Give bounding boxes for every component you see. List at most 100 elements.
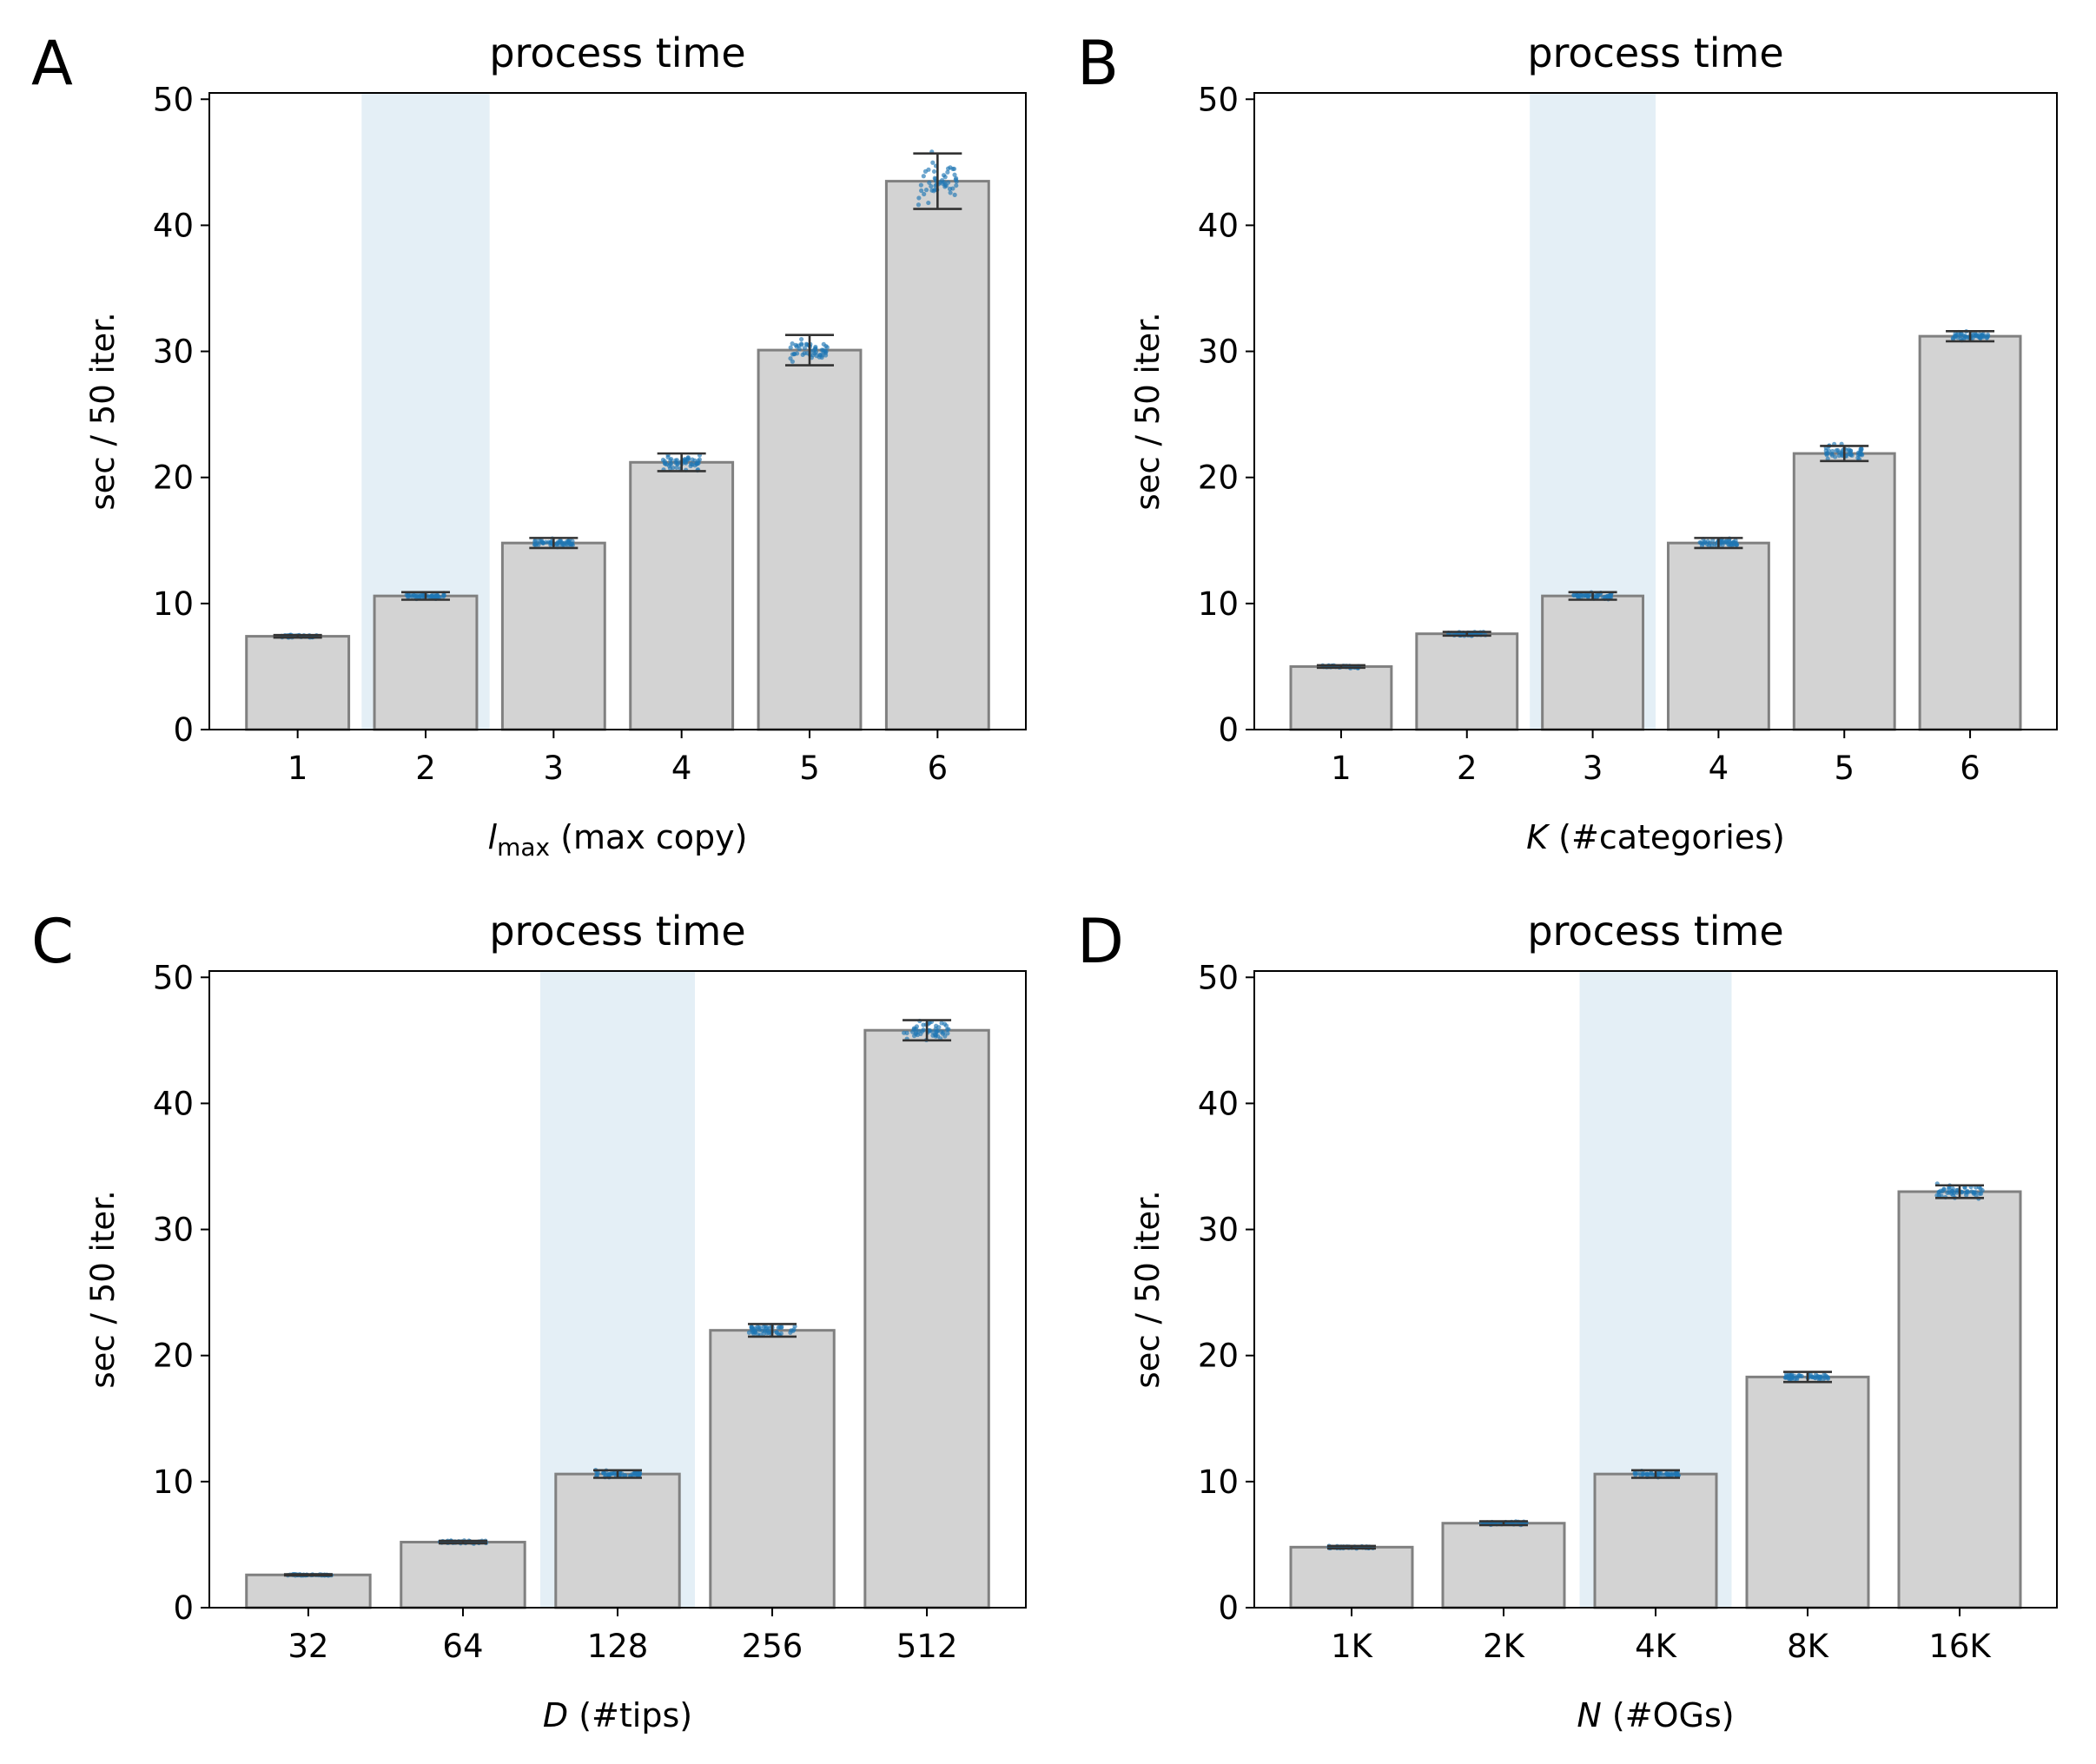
data-point bbox=[1833, 454, 1838, 459]
chart-title: process time bbox=[1527, 908, 1783, 955]
bar-128 bbox=[554, 1472, 681, 1609]
data-point bbox=[927, 180, 932, 185]
data-point bbox=[954, 182, 959, 188]
x-axis-label: K (#categories) bbox=[1526, 818, 1785, 856]
x-tick-label: 3 bbox=[544, 750, 565, 787]
data-point bbox=[1585, 595, 1591, 600]
data-point bbox=[945, 169, 950, 175]
data-point bbox=[1706, 543, 1712, 548]
x-tick-label: 6 bbox=[928, 750, 949, 787]
bar-1 bbox=[245, 635, 351, 731]
x-tick-label: 2 bbox=[1457, 750, 1478, 787]
panel-letter: B bbox=[1077, 28, 1119, 99]
data-point bbox=[1954, 334, 1959, 339]
panel-letter: A bbox=[31, 28, 73, 99]
data-point bbox=[1608, 594, 1613, 600]
data-point bbox=[790, 341, 795, 347]
data-point bbox=[823, 353, 829, 358]
errorbar-2 bbox=[400, 591, 450, 601]
data-point bbox=[952, 192, 957, 197]
bar-5 bbox=[757, 348, 863, 731]
data-point bbox=[1977, 334, 1982, 340]
data-point bbox=[1860, 453, 1865, 458]
x-axis-label-variable: K bbox=[1526, 818, 1551, 856]
data-point bbox=[760, 1328, 765, 1334]
data-point bbox=[695, 461, 700, 466]
data-point bbox=[1663, 1470, 1670, 1477]
bar-32 bbox=[245, 1573, 372, 1609]
data-point bbox=[1574, 592, 1580, 598]
y-tick-label: 40 bbox=[153, 1085, 194, 1122]
x-tick-label: 64 bbox=[442, 1628, 483, 1665]
x-axis-label: N (#OGs) bbox=[1577, 1696, 1734, 1734]
x-axis-label-variable: N bbox=[1577, 1696, 1601, 1734]
panel-letter: D bbox=[1077, 906, 1124, 977]
data-point bbox=[916, 202, 922, 208]
data-point bbox=[1644, 1471, 1650, 1477]
data-point bbox=[606, 1472, 612, 1477]
errorbar-1 bbox=[1316, 664, 1365, 670]
data-point bbox=[802, 346, 808, 351]
data-point bbox=[751, 1331, 757, 1337]
errorbar-256 bbox=[748, 1323, 797, 1338]
x-axis-label-rest: (max copy) bbox=[550, 818, 747, 856]
data-point bbox=[954, 179, 959, 184]
x-axis-label: D (#tips) bbox=[543, 1696, 692, 1734]
data-point bbox=[1817, 1375, 1822, 1380]
y-tick-label: 20 bbox=[153, 1338, 194, 1375]
data-point bbox=[950, 166, 955, 172]
bar-16K bbox=[1897, 1190, 2022, 1609]
bar-4 bbox=[1666, 541, 1770, 731]
bar-6 bbox=[884, 180, 990, 731]
data-point bbox=[799, 336, 804, 342]
data-point bbox=[1656, 1470, 1662, 1477]
data-point bbox=[800, 352, 805, 357]
bar-2 bbox=[373, 594, 479, 731]
data-point bbox=[790, 352, 796, 357]
x-tick-label: 3 bbox=[1583, 750, 1603, 787]
data-point bbox=[697, 457, 702, 462]
points-16K bbox=[1934, 1181, 1985, 1201]
y-tick-label: 50 bbox=[1198, 959, 1239, 996]
x-tick-label: 512 bbox=[896, 1628, 958, 1665]
data-point bbox=[941, 1029, 946, 1035]
data-point bbox=[1971, 1191, 1976, 1196]
y-tick-label: 10 bbox=[1198, 585, 1239, 623]
data-point bbox=[674, 465, 679, 471]
data-point bbox=[921, 1022, 926, 1027]
data-point bbox=[919, 188, 924, 194]
data-point bbox=[595, 1470, 600, 1476]
x-tick-label: 8K bbox=[1787, 1628, 1830, 1665]
errorbar-512 bbox=[903, 1019, 952, 1042]
data-point bbox=[1603, 594, 1608, 599]
y-tick-label: 30 bbox=[153, 1212, 194, 1249]
errorbar-1K bbox=[1327, 1544, 1376, 1550]
y-tick-label: 0 bbox=[1218, 711, 1239, 749]
data-point bbox=[1788, 1372, 1793, 1378]
errorbar-128 bbox=[593, 1469, 642, 1479]
points-512 bbox=[902, 1018, 951, 1042]
data-point bbox=[665, 454, 671, 460]
axes-frame bbox=[1253, 92, 2058, 730]
y-tick-label: 40 bbox=[1198, 1085, 1239, 1122]
y-tick-label: 10 bbox=[153, 585, 194, 623]
data-point bbox=[406, 594, 411, 600]
data-point bbox=[931, 168, 937, 175]
data-point bbox=[1963, 1193, 1969, 1198]
data-point bbox=[911, 1026, 917, 1031]
x-tick-label: 1 bbox=[1331, 750, 1352, 787]
y-tick-label: 40 bbox=[1198, 207, 1239, 244]
points-6 bbox=[916, 149, 959, 208]
y-tick-label: 30 bbox=[1198, 1212, 1239, 1249]
bar-5 bbox=[1792, 452, 1896, 731]
data-point bbox=[778, 1331, 784, 1336]
data-point bbox=[948, 190, 953, 195]
bar-512 bbox=[863, 1028, 990, 1609]
chart-title: process time bbox=[489, 908, 745, 955]
data-point bbox=[761, 1324, 767, 1330]
x-tick-label: 128 bbox=[587, 1628, 649, 1665]
y-tick-label: 0 bbox=[1218, 1589, 1239, 1627]
